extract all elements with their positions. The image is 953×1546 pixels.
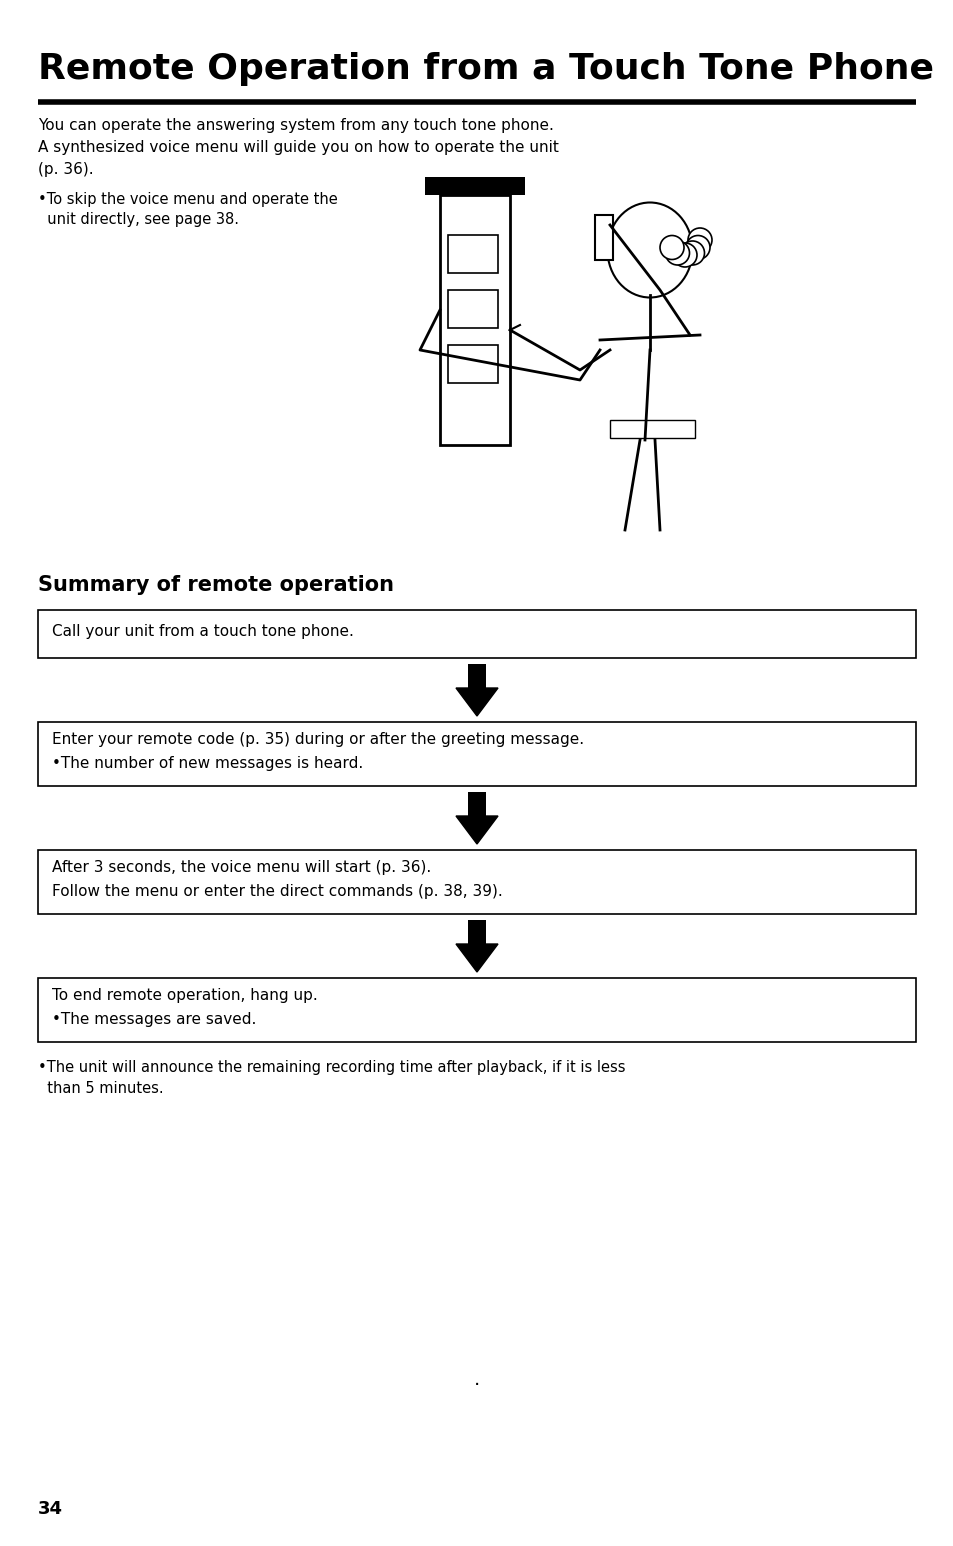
- Polygon shape: [456, 945, 497, 972]
- Bar: [468, 792, 485, 816]
- Circle shape: [672, 243, 697, 267]
- Bar: [468, 663, 485, 688]
- Bar: [38, 850, 915, 914]
- Text: To end remote operation, hang up.: To end remote operation, hang up.: [52, 988, 317, 1003]
- Text: Remote Operation from a Touch Tone Phone: Remote Operation from a Touch Tone Phone: [38, 53, 933, 87]
- Bar: [448, 345, 497, 383]
- Bar: [448, 235, 497, 274]
- Text: •The unit will announce the remaining recording time after playback, if it is le: •The unit will announce the remaining re…: [38, 1061, 625, 1074]
- Ellipse shape: [607, 203, 692, 297]
- Circle shape: [687, 227, 711, 252]
- Text: •The number of new messages is heard.: •The number of new messages is heard.: [52, 756, 363, 771]
- Text: unit directly, see page 38.: unit directly, see page 38.: [38, 212, 239, 227]
- Text: .: .: [474, 1370, 479, 1388]
- Text: 34: 34: [38, 1500, 63, 1518]
- Bar: [595, 215, 613, 260]
- Text: A synthesized voice menu will guide you on how to operate the unit: A synthesized voice menu will guide you …: [38, 141, 558, 155]
- Circle shape: [679, 241, 703, 264]
- Bar: [38, 611, 915, 659]
- Bar: [448, 291, 497, 328]
- Text: Enter your remote code (p. 35) during or after the greeting message.: Enter your remote code (p. 35) during or…: [52, 731, 583, 747]
- Text: Summary of remote operation: Summary of remote operation: [38, 575, 394, 595]
- Bar: [38, 979, 915, 1042]
- Text: •The messages are saved.: •The messages are saved.: [52, 1013, 256, 1027]
- Circle shape: [659, 235, 683, 260]
- Text: •To skip the voice menu and operate the: •To skip the voice menu and operate the: [38, 192, 337, 207]
- Text: Follow the menu or enter the direct commands (p. 38, 39).: Follow the menu or enter the direct comm…: [52, 884, 502, 900]
- Circle shape: [665, 241, 689, 264]
- Bar: [38, 722, 915, 785]
- Text: After 3 seconds, the voice menu will start (p. 36).: After 3 seconds, the voice menu will sta…: [52, 860, 431, 875]
- Text: than 5 minutes.: than 5 minutes.: [38, 1081, 164, 1096]
- Bar: [439, 195, 510, 445]
- Bar: [424, 176, 524, 195]
- Polygon shape: [456, 816, 497, 844]
- Text: (p. 36).: (p. 36).: [38, 162, 93, 176]
- Bar: [468, 920, 485, 945]
- Bar: [609, 421, 695, 438]
- Circle shape: [685, 235, 709, 260]
- Text: You can operate the answering system from any touch tone phone.: You can operate the answering system fro…: [38, 117, 554, 133]
- Text: Call your unit from a touch tone phone.: Call your unit from a touch tone phone.: [52, 625, 354, 638]
- Polygon shape: [456, 688, 497, 716]
